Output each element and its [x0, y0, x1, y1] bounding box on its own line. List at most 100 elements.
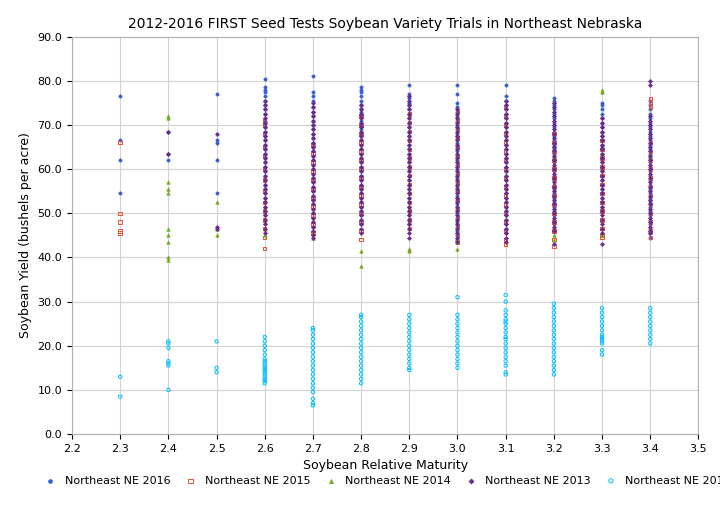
- Northeast NE 2013: [500, 154, 511, 162]
- Northeast NE 2016: [596, 180, 608, 189]
- Northeast NE 2012: [403, 328, 415, 337]
- Northeast NE 2012: [548, 313, 559, 321]
- Northeast NE 2013: [307, 139, 319, 147]
- Northeast NE 2012: [307, 344, 319, 352]
- Northeast NE 2016: [500, 176, 511, 184]
- Northeast NE 2013: [403, 92, 415, 100]
- Northeast NE 2012: [451, 346, 463, 355]
- Northeast NE 2012: [403, 311, 415, 319]
- Northeast NE 2013: [596, 194, 608, 202]
- Northeast NE 2013: [259, 141, 271, 149]
- Northeast NE 2016: [114, 136, 126, 144]
- Northeast NE 2013: [307, 213, 319, 222]
- Northeast NE 2013: [356, 202, 367, 211]
- Northeast NE 2012: [307, 401, 319, 410]
- Northeast NE 2013: [403, 220, 415, 229]
- Northeast NE 2015: [451, 116, 463, 124]
- Northeast NE 2014: [548, 231, 559, 240]
- Northeast NE 2013: [548, 108, 559, 116]
- Northeast NE 2015: [548, 209, 559, 218]
- Northeast NE 2015: [451, 178, 463, 187]
- Northeast NE 2013: [356, 229, 367, 237]
- Northeast NE 2016: [500, 132, 511, 140]
- Northeast NE 2015: [644, 103, 656, 111]
- Northeast NE 2014: [163, 178, 174, 187]
- Northeast NE 2015: [356, 227, 367, 235]
- Northeast NE 2013: [500, 238, 511, 246]
- Northeast NE 2016: [644, 224, 656, 233]
- Northeast NE 2015: [596, 231, 608, 240]
- Northeast NE 2015: [403, 136, 415, 144]
- Northeast NE 2015: [596, 172, 608, 180]
- Northeast NE 2012: [500, 344, 511, 352]
- Northeast NE 2013: [451, 172, 463, 180]
- Northeast NE 2016: [596, 132, 608, 140]
- Northeast NE 2016: [211, 90, 222, 98]
- Northeast NE 2012: [451, 363, 463, 372]
- Northeast NE 2013: [644, 191, 656, 200]
- Northeast NE 2012: [500, 339, 511, 348]
- Northeast NE 2016: [403, 114, 415, 122]
- Northeast NE 2015: [259, 116, 271, 124]
- Northeast NE 2015: [596, 233, 608, 242]
- Northeast NE 2016: [548, 224, 559, 233]
- Northeast NE 2012: [356, 326, 367, 335]
- Northeast NE 2012: [356, 335, 367, 343]
- Northeast NE 2015: [307, 220, 319, 229]
- Northeast NE 2016: [548, 150, 559, 158]
- Northeast NE 2013: [307, 178, 319, 187]
- Northeast NE 2015: [500, 235, 511, 244]
- Northeast NE 2015: [644, 233, 656, 242]
- Northeast NE 2013: [644, 130, 656, 138]
- Northeast NE 2013: [500, 207, 511, 215]
- Northeast NE 2013: [548, 116, 559, 124]
- Northeast NE 2013: [644, 156, 656, 164]
- Northeast NE 2013: [644, 222, 656, 231]
- Northeast NE 2012: [548, 370, 559, 379]
- Northeast NE 2013: [596, 150, 608, 158]
- Northeast NE 2014: [211, 231, 222, 240]
- Northeast NE 2016: [451, 169, 463, 178]
- Northeast NE 2015: [500, 103, 511, 111]
- Northeast NE 2016: [644, 180, 656, 189]
- Northeast NE 2013: [596, 123, 608, 131]
- Northeast NE 2012: [307, 394, 319, 403]
- Northeast NE 2012: [307, 370, 319, 379]
- Northeast NE 2016: [500, 145, 511, 153]
- Northeast NE 2013: [403, 150, 415, 158]
- Northeast NE 2016: [451, 81, 463, 89]
- Northeast NE 2016: [356, 215, 367, 224]
- Northeast NE 2012: [259, 342, 271, 350]
- Northeast NE 2012: [356, 317, 367, 326]
- Northeast NE 2016: [259, 198, 271, 207]
- Northeast NE 2015: [114, 229, 126, 237]
- Northeast NE 2013: [356, 163, 367, 171]
- Northeast NE 2013: [356, 189, 367, 198]
- Northeast NE 2015: [596, 145, 608, 153]
- Northeast NE 2013: [451, 119, 463, 127]
- Northeast NE 2013: [259, 211, 271, 220]
- Northeast NE 2015: [451, 169, 463, 178]
- Northeast NE 2013: [356, 198, 367, 207]
- Northeast NE 2016: [596, 189, 608, 198]
- Northeast NE 2014: [356, 247, 367, 255]
- Northeast NE 2016: [259, 136, 271, 144]
- Northeast NE 2016: [403, 128, 415, 136]
- Northeast NE 2016: [307, 196, 319, 204]
- Northeast NE 2013: [500, 172, 511, 180]
- Northeast NE 2013: [451, 189, 463, 198]
- Northeast NE 2015: [596, 163, 608, 171]
- Northeast NE 2013: [356, 119, 367, 127]
- Northeast NE 2015: [356, 156, 367, 164]
- Northeast NE 2016: [596, 167, 608, 176]
- Northeast NE 2016: [307, 134, 319, 142]
- Northeast NE 2016: [596, 143, 608, 151]
- Northeast NE 2016: [548, 172, 559, 180]
- Northeast NE 2013: [500, 158, 511, 167]
- Northeast NE 2015: [356, 209, 367, 218]
- Northeast NE 2012: [548, 339, 559, 348]
- Northeast NE 2016: [451, 156, 463, 164]
- Northeast NE 2016: [548, 211, 559, 220]
- Northeast NE 2013: [307, 134, 319, 142]
- Northeast NE 2016: [596, 119, 608, 127]
